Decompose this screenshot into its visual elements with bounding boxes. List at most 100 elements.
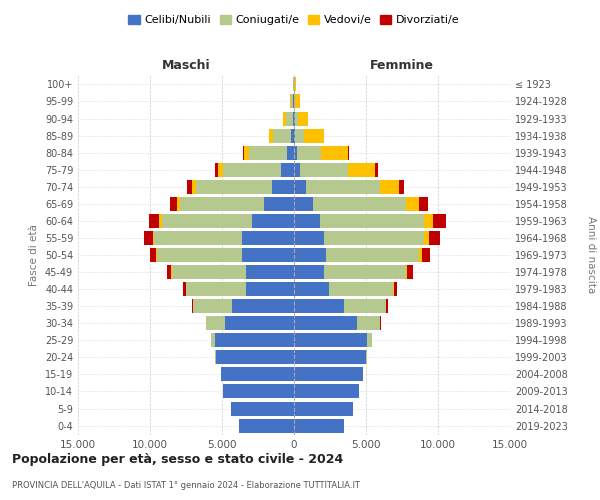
Bar (294, 384, 359, 398)
Bar (428, 231, 440, 245)
Text: Femmine: Femmine (370, 60, 434, 72)
Bar (424, 214, 433, 228)
Bar (215, 334, 294, 347)
Bar (221, 368, 294, 382)
Bar (294, 316, 358, 330)
Bar (154, 231, 242, 245)
Bar (366, 350, 367, 364)
Bar (295, 128, 304, 142)
Bar (294, 180, 305, 194)
Bar (157, 248, 242, 262)
Text: Popolazione per età, sesso e stato civile - 2024: Popolazione per età, sesso e stato civil… (12, 452, 343, 466)
Bar (264, 197, 294, 211)
Bar (298, 112, 308, 126)
Bar (283, 112, 286, 126)
Bar (394, 282, 397, 296)
Bar (272, 180, 294, 194)
Bar (399, 180, 404, 194)
Bar (295, 94, 300, 108)
Bar (177, 197, 180, 211)
Bar (172, 265, 247, 279)
Bar (304, 128, 324, 142)
Bar (215, 350, 216, 364)
Bar (419, 197, 428, 211)
Bar (184, 282, 186, 296)
Bar (192, 180, 196, 194)
Bar (159, 214, 161, 228)
Bar (239, 418, 294, 432)
Y-axis label: Fasce di età: Fasce di età (29, 224, 39, 286)
Bar (294, 128, 295, 142)
Bar (143, 231, 152, 245)
Bar (274, 128, 290, 142)
Bar (358, 316, 380, 330)
Bar (294, 418, 344, 432)
Bar (324, 231, 424, 245)
Bar (293, 112, 294, 126)
Bar (301, 162, 348, 176)
Bar (386, 299, 388, 313)
Bar (380, 180, 399, 194)
Bar (294, 350, 366, 364)
Bar (294, 265, 324, 279)
Bar (281, 162, 294, 176)
Bar (287, 146, 294, 160)
Bar (242, 248, 294, 262)
Bar (424, 231, 428, 245)
Bar (223, 384, 294, 398)
Bar (150, 248, 156, 262)
Bar (294, 248, 326, 262)
Bar (294, 94, 295, 108)
Bar (294, 162, 301, 176)
Bar (252, 214, 294, 228)
Bar (243, 146, 244, 160)
Bar (193, 299, 232, 313)
Bar (295, 78, 296, 92)
Bar (161, 214, 252, 228)
Text: PROVINCIA DELL'AQUILA - Dati ISTAT 1° gennaio 2024 - Elaborazione TUTTITALIA.IT: PROVINCIA DELL'AQUILA - Dati ISTAT 1° ge… (12, 480, 360, 490)
Bar (149, 214, 159, 228)
Bar (286, 112, 293, 126)
Bar (348, 162, 376, 176)
Bar (376, 162, 378, 176)
Bar (244, 146, 250, 160)
Bar (320, 214, 424, 228)
Legend: Celibi/Nubili, Coniugati/e, Vedovi/e, Divorziati/e: Celibi/Nubili, Coniugati/e, Vedovi/e, Di… (124, 10, 464, 30)
Bar (407, 265, 413, 279)
Bar (294, 402, 353, 415)
Bar (344, 299, 386, 313)
Bar (321, 146, 348, 160)
Bar (206, 316, 225, 330)
Bar (324, 265, 406, 279)
Bar (290, 128, 294, 142)
Bar (296, 146, 321, 160)
Bar (269, 128, 274, 142)
Text: Maschi: Maschi (161, 60, 211, 72)
Bar (192, 299, 193, 313)
Bar (294, 231, 324, 245)
Bar (406, 265, 407, 279)
Bar (433, 214, 446, 228)
Bar (211, 334, 215, 347)
Bar (295, 112, 298, 126)
Bar (218, 162, 223, 176)
Bar (225, 316, 294, 330)
Bar (290, 94, 291, 108)
Text: Anni di nascita: Anni di nascita (586, 216, 596, 294)
Bar (232, 299, 294, 313)
Bar (170, 197, 177, 211)
Bar (329, 282, 394, 296)
Bar (294, 368, 363, 382)
Bar (247, 282, 294, 296)
Bar (186, 282, 247, 296)
Bar (419, 248, 422, 262)
Bar (156, 248, 157, 262)
Bar (313, 197, 406, 211)
Bar (187, 180, 192, 194)
Bar (247, 265, 294, 279)
Bar (367, 334, 373, 347)
Bar (305, 180, 380, 194)
Bar (223, 162, 281, 176)
Bar (422, 248, 430, 262)
Bar (326, 248, 419, 262)
